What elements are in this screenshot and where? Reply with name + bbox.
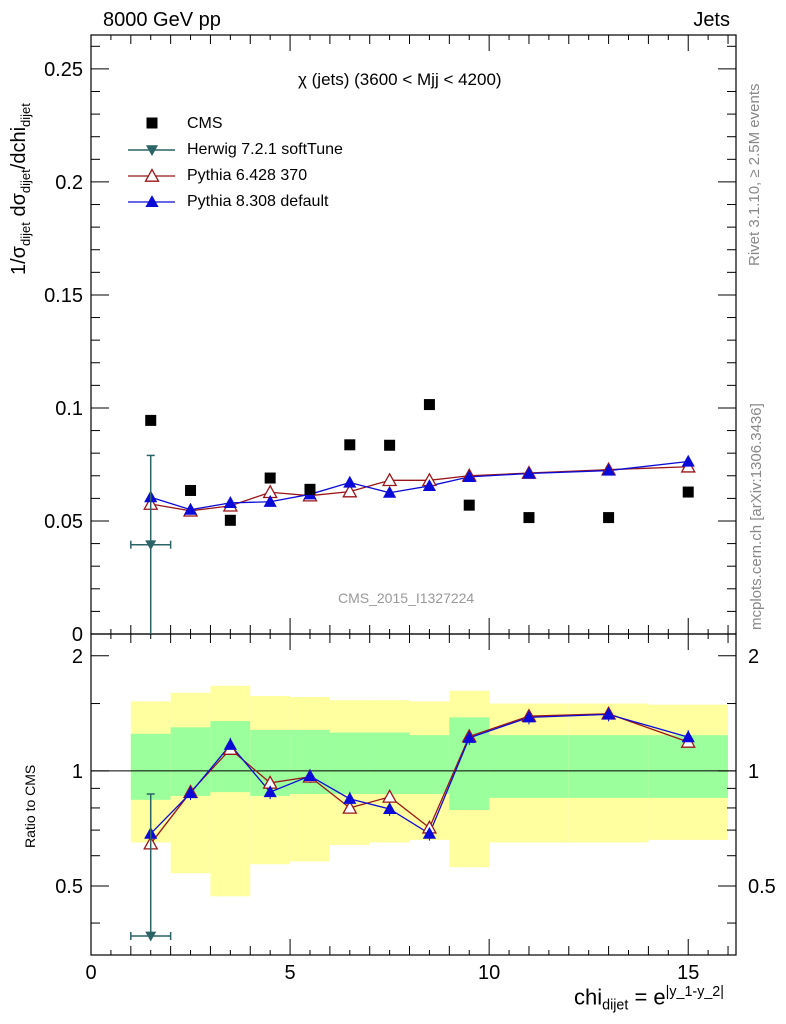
legend-marker-cms (146, 117, 158, 129)
ratio-pythia8-point (681, 730, 695, 743)
pythia8-point (223, 496, 237, 508)
band-inner-bin (489, 735, 569, 798)
pythia8-point (343, 475, 357, 488)
herwig-point (145, 540, 157, 551)
legend-marker-herwig (146, 145, 158, 156)
y-tick-label-top: 0.05 (44, 511, 83, 533)
pythia8-point (422, 479, 437, 491)
x-tick-label: 15 (677, 962, 699, 984)
ratio-pythia8-point (422, 826, 437, 839)
legend-label-herwig: Herwig 7.2.1 softTune (187, 141, 343, 158)
legend-marker-pythia8 (145, 195, 159, 208)
pythia8-point (263, 494, 277, 507)
cms-data-point (463, 499, 475, 511)
ratio-pythia8-point (303, 769, 317, 781)
ratio-pythia8-point (263, 785, 277, 798)
cms-data-point (145, 414, 157, 426)
y-tick-label-top: 0.1 (55, 398, 83, 420)
pythia6-point (382, 472, 398, 487)
pythia8-point (383, 485, 397, 498)
x-tick-label: 0 (85, 962, 96, 984)
band-inner-bin (409, 735, 450, 795)
y-tick-label-top: 0.2 (55, 172, 83, 194)
pythia6-point (342, 483, 358, 498)
ratio-panel-frame (90, 633, 737, 956)
y-tick-label-top: 0.15 (44, 285, 83, 307)
pythia8-point (522, 466, 536, 479)
process-label: Jets (693, 9, 730, 31)
legend-label-cms: CMS (187, 115, 223, 132)
ratio-pythia8-point (383, 802, 397, 815)
x-tick-label: 5 (285, 962, 296, 984)
ratio-herwig-point (145, 931, 157, 942)
cms-data-point (523, 512, 535, 524)
y-tick-label-ratio-right: 2 (748, 646, 759, 668)
y-tick-label-ratio: 2 (72, 646, 83, 668)
y-tick-label-ratio-right: 0.5 (748, 876, 776, 898)
cms-data-point (304, 483, 316, 495)
ratio-pythia8-point (343, 792, 357, 804)
ratio-pythia8-line (150, 713, 689, 835)
cms-data-point (603, 512, 615, 524)
ratio-pythia8-point (223, 737, 237, 750)
legend-marker-pythia6 (144, 168, 160, 182)
series-layer (130, 399, 696, 942)
band-inner-bin (130, 733, 171, 800)
pythia8-line (150, 460, 689, 511)
band-inner-bin (329, 732, 370, 795)
cms-data-point (224, 514, 236, 526)
y-tick-label-ratio-right: 1 (748, 761, 759, 783)
y-axis-label-top: 1/σdijet dσdijet/dchidijet (8, 103, 33, 275)
analysis-id: CMS_2015_I1327224 (338, 590, 475, 606)
y-tick-label-top: 0.25 (44, 59, 83, 81)
ratio-pythia6-point (382, 789, 398, 803)
x-tick-label: 10 (478, 962, 500, 984)
ratio-pythia8-point (522, 710, 536, 723)
band-inner-bin (369, 732, 410, 795)
beam-label: 8000 GeV pp (103, 9, 221, 31)
legend-label-pythia8: Pythia 8.308 default (187, 193, 329, 210)
y-axis-label-ratio: Ratio to CMS (22, 764, 38, 848)
cms-data-point (185, 484, 197, 496)
pythia8-point (681, 454, 695, 467)
cms-data-point (384, 439, 396, 451)
ratio-pythia8-point (462, 731, 476, 743)
pythia8-point (462, 470, 476, 482)
pythia8-point (601, 463, 616, 476)
band-inner-bin (210, 721, 251, 793)
axis-ticks: 0 5 10 15 0 0.05 0.1 0.15 0.2 0.25 0.5 0.5 1 1 2 2 (44, 35, 776, 984)
legend-markers (128, 117, 175, 208)
pythia8-point (183, 502, 198, 515)
chart-title: χ (jets) (3600 < Mjj < 4200) (298, 70, 502, 89)
legend-label-pythia6: Pythia 6.428 370 (187, 167, 308, 184)
cms-data-point (682, 486, 694, 498)
y-tick-label-top: 0 (72, 624, 83, 646)
band-inner-bin (568, 735, 649, 798)
cms-data-point (344, 439, 356, 451)
y-tick-label-ratio: 0.5 (55, 876, 83, 898)
y-tick-label-ratio: 1 (72, 761, 83, 783)
cms-data-point (264, 472, 276, 484)
ratio-pythia8-point (183, 786, 198, 799)
ratio-pythia8-point (601, 707, 616, 720)
ratio-pythia6-point (342, 800, 358, 814)
rivet-version-label: Rivet 3.1.10, ≥ 2.5M events (746, 83, 763, 267)
mcplots-source-label: mcplots.cern.ch [arXiv:1306.3436] (748, 403, 765, 630)
plot-frames (90, 34, 737, 956)
cms-data-point (423, 399, 435, 411)
x-axis-label: chidijet = e|y_1-y_2| (574, 984, 724, 1014)
ratio-pythia6-line (150, 713, 689, 845)
